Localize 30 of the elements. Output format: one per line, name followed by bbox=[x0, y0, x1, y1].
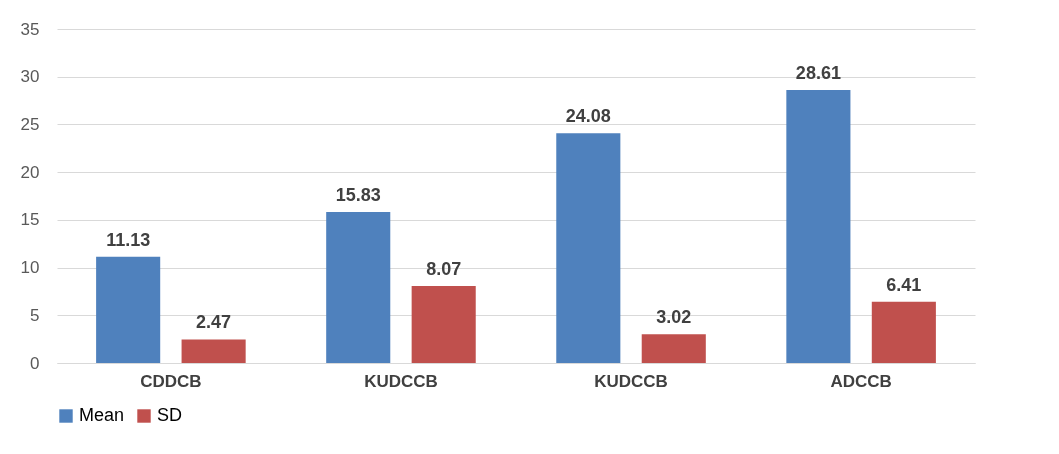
data-label: 2.47 bbox=[196, 312, 232, 333]
bar bbox=[641, 334, 706, 363]
bar bbox=[181, 339, 246, 363]
legend-label: SD bbox=[157, 405, 183, 425]
data-label: 6.41 bbox=[886, 274, 922, 295]
x-tick-label: KUDCCB bbox=[594, 371, 668, 391]
bar bbox=[871, 301, 936, 363]
x-tick-label: KUDCCB bbox=[364, 371, 438, 391]
x-tick-label: CDDCB bbox=[140, 371, 202, 391]
y-tick-label: 5 bbox=[30, 305, 40, 325]
bar bbox=[326, 211, 391, 363]
y-tick-label: 15 bbox=[20, 210, 40, 230]
y-tick-label: 25 bbox=[20, 114, 40, 134]
data-label: 8.07 bbox=[426, 258, 462, 279]
x-tick-label: ADCCB bbox=[830, 371, 892, 391]
bar bbox=[786, 89, 851, 363]
data-label: 15.83 bbox=[335, 184, 381, 205]
data-label: 3.02 bbox=[656, 307, 692, 328]
y-tick-label: 0 bbox=[30, 353, 40, 373]
y-tick-label: 20 bbox=[20, 162, 40, 182]
data-label: 28.61 bbox=[795, 62, 841, 83]
y-tick-label: 10 bbox=[20, 258, 40, 278]
data-label: 11.13 bbox=[106, 229, 151, 250]
y-tick-label: 30 bbox=[20, 67, 40, 87]
y-tick-label: 35 bbox=[20, 19, 40, 39]
data-label: 24.08 bbox=[565, 106, 611, 127]
bar bbox=[96, 256, 161, 363]
bar bbox=[556, 133, 621, 363]
bar bbox=[411, 285, 476, 363]
legend-label: Mean bbox=[79, 405, 125, 425]
